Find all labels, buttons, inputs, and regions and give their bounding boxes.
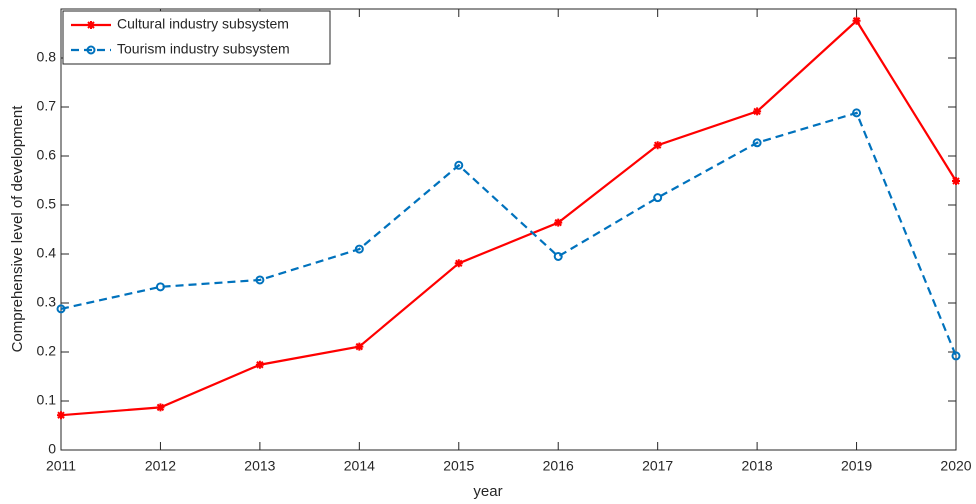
legend-label: Cultural industry subsystem: [117, 16, 289, 32]
x-tick-label: 2016: [543, 458, 574, 474]
legend-box: [62, 10, 331, 65]
marker: [57, 411, 65, 420]
marker: [56, 304, 66, 314]
marker: [753, 107, 762, 116]
legend: Cultural industry subsystem Tourism indus…: [62, 10, 331, 65]
x-tick-label: 2013: [244, 458, 275, 474]
x-tick-label: 2015: [443, 458, 474, 474]
x-tick-label: 2019: [841, 458, 872, 474]
y-tick-label: 0.2: [37, 343, 57, 359]
marker: [355, 342, 364, 351]
plot-frame: [60, 8, 957, 451]
marker: [653, 193, 663, 203]
y-tick-label: 0.7: [37, 98, 57, 114]
marker: [454, 160, 464, 170]
x-tick-label: 2017: [642, 458, 673, 474]
series-line: [60, 19, 957, 417]
x-tick-label: 2018: [742, 458, 773, 474]
marker: [752, 138, 762, 148]
marker: [852, 16, 861, 25]
marker: [86, 45, 96, 55]
x-tick-label: 2011: [46, 458, 76, 474]
marker: [156, 403, 165, 412]
legend-label: Tourism industry subsystem: [117, 41, 290, 57]
marker: [951, 351, 961, 361]
y-tick-label: 0.8: [37, 49, 57, 65]
y-axis-label: Comprehensive level of development: [9, 105, 26, 353]
marker: [354, 244, 364, 254]
marker: [553, 251, 563, 261]
x-tick-label: 2014: [344, 458, 375, 474]
y-tick-label: 0: [48, 441, 56, 457]
marker: [653, 141, 662, 150]
y-tick-label: 0.5: [37, 196, 57, 212]
marker: [852, 108, 862, 118]
series-line: [60, 111, 958, 357]
x-tick-label: 2012: [145, 458, 176, 474]
y-tick-label: 0.6: [37, 147, 57, 163]
marker: [87, 21, 95, 29]
marker: [454, 259, 463, 268]
marker: [952, 176, 960, 185]
y-tick-label: 0.1: [37, 392, 57, 408]
marker: [554, 218, 563, 227]
y-tick-label: 0.4: [37, 245, 57, 261]
x-tick-label: 2020: [940, 458, 971, 474]
marker: [155, 282, 165, 292]
marker: [255, 275, 265, 285]
marker: [255, 360, 264, 369]
x-axis-label: year: [473, 483, 502, 500]
y-tick-label: 0.3: [37, 294, 57, 310]
